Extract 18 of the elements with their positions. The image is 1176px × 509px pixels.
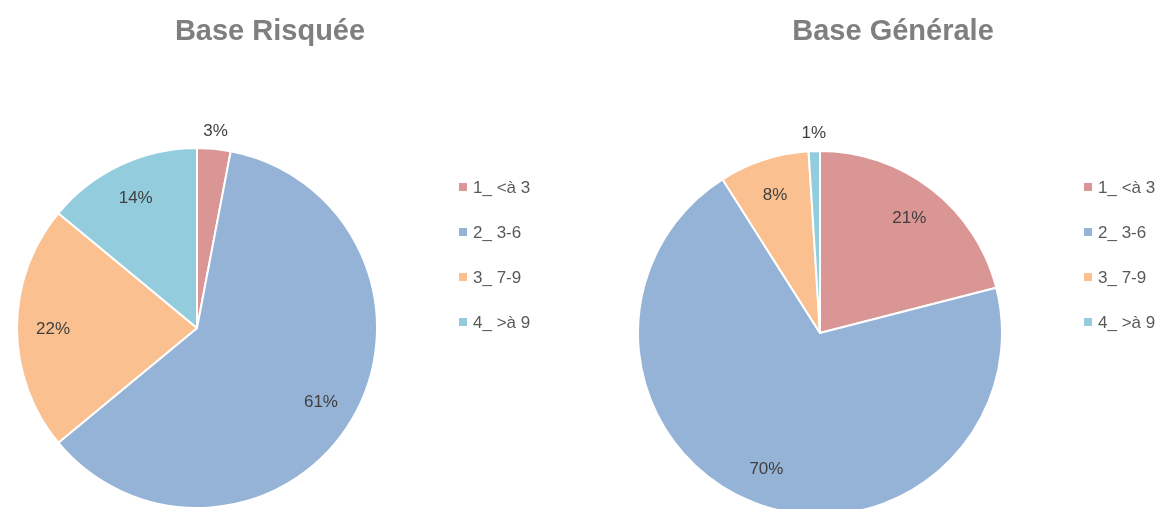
chart-title: Base Générale [792, 13, 994, 46]
data-label: 14% [118, 188, 153, 208]
data-label: 8% [762, 185, 788, 205]
data-label: 61% [303, 391, 338, 411]
legend-label: 1_ <à 3 [473, 177, 531, 197]
data-label: 3% [203, 121, 228, 141]
data-label: 1% [801, 123, 826, 143]
data-label: 21% [892, 208, 927, 228]
legend-label: 4_ >à 9 [473, 312, 531, 332]
legend-label: 3_ 7-9 [473, 267, 522, 287]
legend-label: 2_ 3-6 [1098, 222, 1147, 242]
data-label: 70% [749, 458, 784, 478]
legend-label: 1_ <à 3 [1098, 177, 1156, 197]
legend-label: 4_ >à 9 [1098, 312, 1156, 332]
chart-title: Base Risquée [174, 13, 366, 46]
legend-label: 2_ 3-6 [473, 222, 522, 242]
legend-label: 3_ 7-9 [1098, 267, 1147, 287]
data-label: 22% [35, 318, 71, 338]
